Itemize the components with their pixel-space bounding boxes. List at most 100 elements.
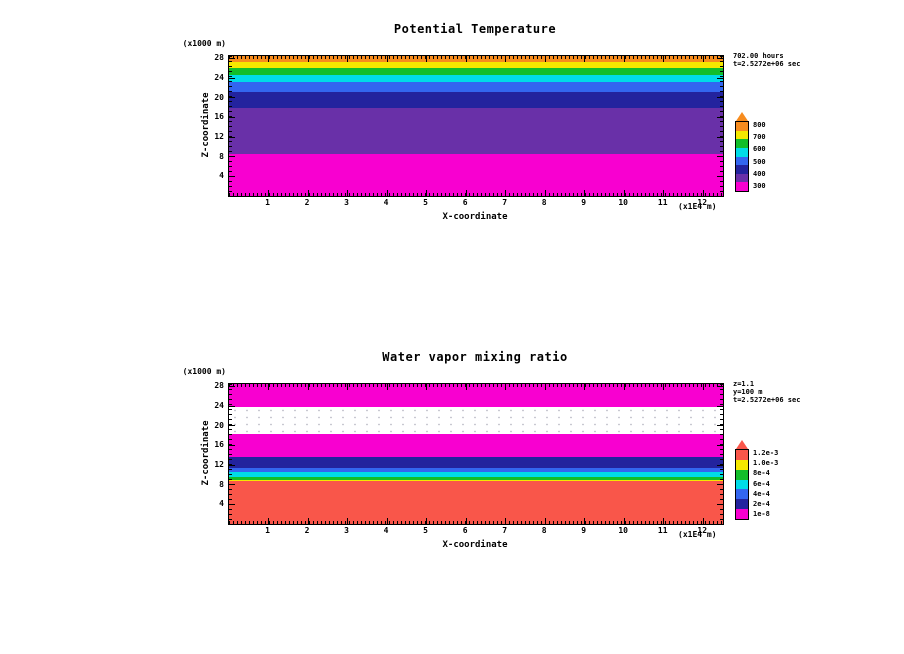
colorbar-segment: [736, 509, 748, 519]
y-major-tick: [229, 464, 235, 466]
contour-band: [229, 406, 723, 434]
contour-band: [229, 107, 723, 154]
x-major-tick: [702, 384, 704, 390]
x-major-tick: [268, 190, 270, 196]
y-tick-label: 28: [214, 381, 224, 391]
minor-tick-strip: [229, 193, 723, 196]
x-major-tick: [505, 56, 507, 62]
x-major-tick: [544, 56, 546, 62]
x-major-tick: [347, 56, 349, 62]
colorbar-label: 800: [753, 121, 766, 129]
x-major-tick: [584, 56, 586, 62]
x-tick-label: 3: [344, 526, 349, 535]
x-tick-label: 10: [618, 526, 628, 535]
colorbar-label: 1e-8: [753, 510, 770, 518]
contour-band: [229, 457, 723, 468]
colorbar-arrow-icon: [736, 440, 748, 449]
contour-band: [229, 467, 723, 473]
x-major-tick: [465, 190, 467, 196]
y-major-tick: [717, 57, 723, 59]
colorbar-segment: [736, 122, 748, 131]
y-major-tick: [717, 385, 723, 387]
x-tick-label: 6: [462, 198, 468, 207]
y-tick-label: 4: [219, 171, 224, 181]
y-axis-unit: (x1000 m): [182, 39, 226, 48]
minor-tick-strip: [720, 56, 723, 196]
y-tick-label: 4: [219, 499, 224, 509]
x-major-tick: [465, 384, 467, 390]
water-vapor-mixing-ratio-plot: Water vapor mixing ratio (x1000 m) Z-coo…: [0, 328, 904, 654]
plot-area: [228, 55, 724, 197]
x-major-tick: [347, 190, 349, 196]
y-major-tick: [229, 425, 235, 427]
y-major-tick: [717, 77, 723, 79]
contour-band: [229, 153, 723, 196]
x-major-tick: [426, 518, 428, 524]
plot-title: Water vapor mixing ratio: [382, 350, 568, 364]
colorbar-segment: [736, 165, 748, 174]
contour-band: [229, 472, 723, 477]
x-major-tick: [544, 518, 546, 524]
x-tick-label: 5: [423, 198, 428, 207]
colorbar-segment: [736, 139, 748, 148]
y-major-tick: [717, 116, 723, 118]
y-major-tick: [229, 175, 235, 177]
minor-tick-strip: [720, 384, 723, 524]
y-tick-label: 24: [214, 73, 224, 83]
x-major-tick: [623, 190, 625, 196]
plot-title: Potential Temperature: [393, 22, 557, 36]
y-major-tick: [229, 156, 235, 158]
x-major-tick: [702, 190, 704, 196]
colorbar-segment: [736, 130, 748, 140]
x-major-tick: [268, 518, 270, 524]
colorbar-label: 6e-4: [753, 479, 770, 488]
y-tick-label: 16: [214, 112, 224, 122]
x-major-tick: [426, 56, 428, 62]
contour-band: [229, 68, 723, 76]
contour-band: [229, 82, 723, 92]
minor-tick-strip: [229, 521, 723, 524]
x-major-tick: [307, 190, 309, 196]
x-major-tick: [505, 518, 507, 524]
y-tick-label: 24: [214, 401, 224, 411]
x-major-tick: [623, 384, 625, 390]
x-major-tick: [702, 56, 704, 62]
x-tick-label: 3: [344, 198, 349, 207]
x-major-tick: [663, 190, 665, 196]
x-tick-label: 8: [541, 198, 547, 207]
contour-band: [229, 433, 723, 458]
x-major-tick: [663, 56, 665, 62]
x-major-tick: [386, 518, 388, 524]
y-major-tick: [717, 503, 723, 505]
x-tick-label: 1: [265, 198, 270, 207]
y-major-tick: [717, 136, 723, 138]
x-major-tick: [386, 384, 388, 390]
y-major-tick: [229, 116, 235, 118]
x-tick-label: 1: [265, 526, 270, 535]
y-major-tick: [229, 503, 235, 505]
colorbar-label: 300: [753, 182, 766, 190]
colorbar: 800 700 600 500 400 300: [735, 112, 799, 197]
y-major-tick: [229, 484, 235, 486]
colorbar-label: 1.0e-3: [753, 459, 779, 468]
colorbar-bar: [735, 121, 749, 192]
potential-temperature-plot: Potential Temperature (x1000 m) Z-coordi…: [0, 0, 904, 326]
minor-tick-strip: [229, 56, 232, 196]
y-axis-unit: (x1000 m): [182, 367, 226, 376]
colorbar-segment: [736, 173, 748, 183]
colorbar-label: 8e-4: [753, 469, 770, 478]
contour-band: [229, 75, 723, 83]
contour-band: [229, 91, 723, 108]
x-tick-label: 5: [423, 526, 428, 535]
x-major-tick: [505, 384, 507, 390]
x-tick-label: 9: [581, 198, 587, 207]
colorbar-segment: [736, 469, 748, 480]
y-tick-label: 16: [214, 440, 224, 450]
y-major-tick: [717, 484, 723, 486]
y-tick-label: 8: [219, 151, 224, 161]
x-major-tick: [426, 384, 428, 390]
x-major-tick: [465, 518, 467, 524]
x-axis-label: X-coordinate: [442, 540, 508, 550]
contour-band: [229, 56, 723, 63]
x-major-tick: [347, 518, 349, 524]
